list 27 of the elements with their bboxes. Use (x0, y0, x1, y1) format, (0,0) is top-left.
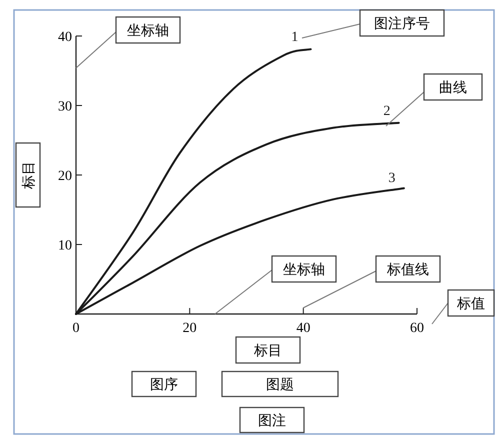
xlabel: 标目 (235, 336, 301, 364)
series-label: 2 (383, 104, 390, 119)
x-tick-label: 20 (182, 321, 197, 336)
annotation: 坐标轴 (283, 262, 325, 278)
y-axis-title: 标目 (21, 161, 37, 190)
y-tick-label: 20 (58, 169, 72, 184)
annotation: 图注 (239, 406, 305, 434)
y-tick-label: 10 (58, 238, 72, 254)
y-tick-label: 40 (58, 30, 72, 45)
annotation: 标值线 (386, 262, 429, 278)
annotation: 图题 (221, 370, 339, 398)
ylabel: 标目 (15, 142, 41, 208)
series-label: 1 (291, 30, 298, 46)
annotation: 坐标轴 (115, 16, 181, 44)
annotation: 坐标轴 (127, 23, 169, 39)
annotation: 坐标轴 (271, 255, 337, 283)
x-tick-label: 0 (72, 321, 80, 336)
annotation: 图序 (131, 370, 197, 398)
annotation: 标值 (447, 289, 495, 317)
x-axis-title: 标目 (253, 343, 282, 359)
x-tick-label: 60 (410, 321, 424, 336)
annotation: 曲线 (423, 73, 483, 101)
y-tick-label: 30 (58, 100, 72, 114)
annotation: 标值线 (375, 255, 441, 283)
x-tick-label: 40 (296, 321, 310, 336)
annotation: 图注序号 (359, 9, 445, 37)
series-label: 3 (388, 171, 396, 186)
